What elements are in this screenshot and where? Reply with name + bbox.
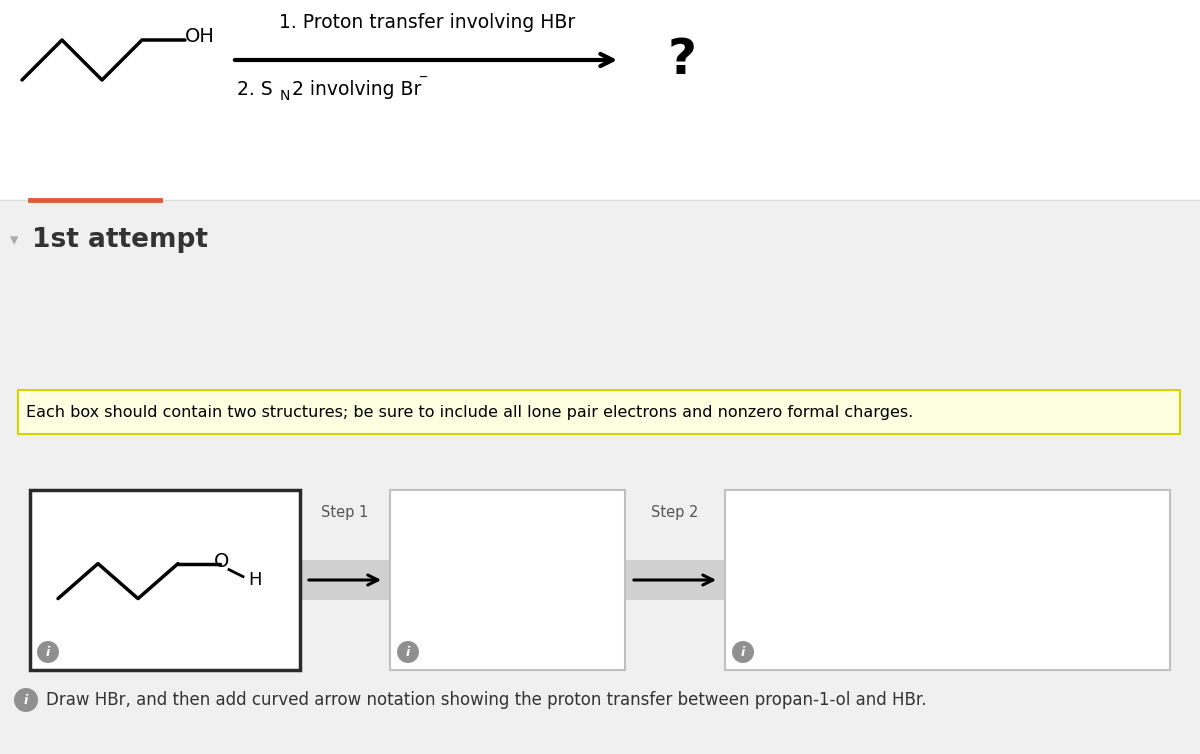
Text: ▾: ▾ [10,231,18,249]
Text: Draw HBr, and then add curved arrow notation showing the proton transfer between: Draw HBr, and then add curved arrow nota… [46,691,926,709]
Text: Step 1: Step 1 [322,504,368,520]
Text: 1st attempt: 1st attempt [32,227,208,253]
Bar [300,560,390,600]
Text: OH: OH [185,27,215,47]
Text: i: i [24,694,28,706]
Text: 2 involving Br: 2 involving Br [292,80,421,99]
Bar [725,490,1170,670]
Bar [625,560,725,600]
Circle shape [14,688,38,712]
Text: i: i [406,645,410,658]
Circle shape [37,641,59,663]
Bar [18,390,1180,434]
Text: i: i [740,645,745,658]
Bar [30,490,300,670]
Text: 1. Proton transfer involving HBr: 1. Proton transfer involving HBr [278,13,575,32]
Text: ‾: ‾ [419,77,426,91]
Circle shape [732,641,754,663]
Text: ?: ? [668,36,697,84]
Text: 2. S: 2. S [238,80,272,99]
Circle shape [397,641,419,663]
Bar [0,0,1200,200]
Text: N: N [280,89,290,103]
Text: Each box should contain two structures; be sure to include all lone pair electro: Each box should contain two structures; … [26,404,913,419]
Bar [390,490,625,670]
Text: H: H [248,571,262,589]
Text: Step 2: Step 2 [652,504,698,520]
Text: i: i [46,645,50,658]
Text: O: O [215,552,229,571]
